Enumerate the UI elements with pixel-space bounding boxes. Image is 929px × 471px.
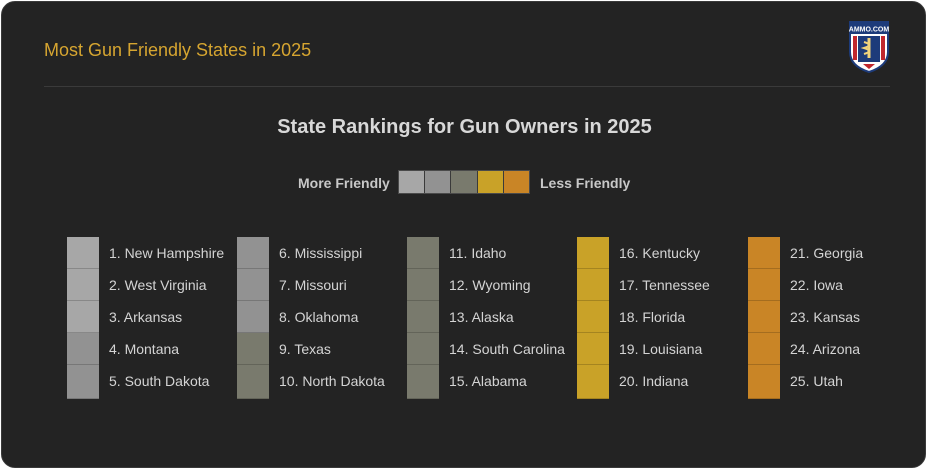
rank-swatch xyxy=(577,365,609,399)
rank-label: 6. Mississippi xyxy=(279,245,363,261)
rank-swatch xyxy=(407,301,439,333)
legend-left-label: More Friendly xyxy=(298,175,390,191)
rank-label: 18. Florida xyxy=(619,309,686,325)
ranking-column-5: 21. Georgia 22. Iowa 23. Kansas 24. Arizona… xyxy=(748,237,918,399)
rank-swatch xyxy=(577,333,609,365)
legend-color-scale xyxy=(398,170,530,194)
rank-label: 23. Kansas xyxy=(790,309,861,325)
rank-label: 8. Oklahoma xyxy=(279,309,359,325)
rank-swatch xyxy=(577,269,609,301)
ranking-column-2: 6. Mississippi 7. Missouri 8. Oklahoma 9. T… xyxy=(237,237,407,399)
legend-swatch-3 xyxy=(451,171,478,193)
rank-swatch xyxy=(407,365,439,399)
legend-swatch-1 xyxy=(399,171,426,193)
rank-label: 3. Arkansas xyxy=(109,309,183,325)
rank-swatch xyxy=(748,301,780,333)
rank-label: 1. New Hampshire xyxy=(109,245,225,261)
rank-swatch xyxy=(237,301,269,333)
rank-swatch xyxy=(577,301,609,333)
ammo-com-logo: AMMO.COM xyxy=(849,21,890,74)
rank-label: 22. Iowa xyxy=(790,277,843,293)
rank-swatch xyxy=(748,333,780,365)
ranking-column-1: 1. New Hampshire 2. West Virginia 3. Arkan… xyxy=(67,237,237,399)
rank-label: 4. Montana xyxy=(109,341,180,357)
rank-swatch xyxy=(748,237,780,269)
rank-label: 17. Tennessee xyxy=(619,277,710,293)
header-divider xyxy=(44,86,890,87)
rank-swatch xyxy=(237,333,269,365)
rank-label: 2. West Virginia xyxy=(109,277,207,293)
rank-label: 15. Alabama xyxy=(449,373,527,389)
rank-swatch xyxy=(577,237,609,269)
rank-swatch xyxy=(67,237,99,269)
rank-label: 14. South Carolina xyxy=(449,341,565,357)
rank-label: 9. Texas xyxy=(279,341,331,357)
rank-label: 5. South Dakota xyxy=(109,373,210,389)
rank-swatch xyxy=(67,333,99,365)
rank-swatch xyxy=(237,269,269,301)
rank-label: 13. Alaska xyxy=(449,309,514,325)
rank-label: 24. Arizona xyxy=(790,341,861,357)
ranking-column-4: 16. Kentucky 17. Tennessee 18. Florida 19. … xyxy=(577,237,747,399)
rank-label: 19. Louisiana xyxy=(619,341,703,357)
rank-swatch xyxy=(67,269,99,301)
legend-swatch-2 xyxy=(425,171,452,193)
rank-label: 11. Idaho xyxy=(449,245,507,261)
legend-right-label: Less Friendly xyxy=(540,175,631,191)
rank-label: 12. Wyoming xyxy=(449,277,531,293)
chart-title: State Rankings for Gun Owners in 2025 xyxy=(277,116,652,138)
page-title: Most Gun Friendly States in 2025 xyxy=(44,40,312,60)
rank-label: 10. North Dakota xyxy=(279,373,385,389)
logo-text: AMMO.COM xyxy=(849,27,890,34)
rank-label: 21. Georgia xyxy=(790,245,864,261)
ranking-column-3: 11. Idaho 12. Wyoming 13. Alaska 14. South … xyxy=(407,237,577,399)
rank-label: 25. Utah xyxy=(790,373,843,389)
legend-swatch-4 xyxy=(477,171,504,193)
rank-swatch xyxy=(748,365,780,399)
legend-swatch-5 xyxy=(503,171,530,193)
rank-swatch xyxy=(67,301,99,333)
rank-swatch xyxy=(237,237,269,269)
rank-swatch xyxy=(407,269,439,301)
rank-swatch xyxy=(67,365,99,399)
rank-swatch xyxy=(237,365,269,399)
rank-label: 16. Kentucky xyxy=(619,245,700,261)
rank-label: 20. Indiana xyxy=(619,373,689,389)
rank-swatch xyxy=(407,333,439,365)
rank-swatch xyxy=(748,269,780,301)
rank-swatch xyxy=(407,237,439,269)
rank-label: 7. Missouri xyxy=(279,277,347,293)
